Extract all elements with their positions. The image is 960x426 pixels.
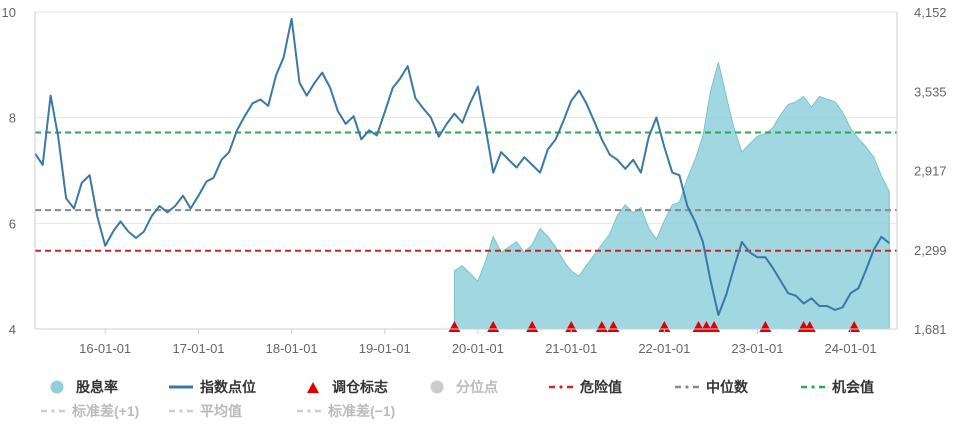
legend-item-a5[interactable]: 中位数 (674, 377, 800, 397)
legend-item-a0[interactable]: 股息率 (44, 377, 168, 397)
legend-item-a1[interactable]: 指数点位 (168, 377, 300, 397)
legend-label: 股息率 (76, 379, 118, 395)
legend-item-b1[interactable]: 平均值 (168, 401, 296, 421)
legend-item-b0[interactable]: 标准差(+1) (40, 401, 168, 421)
index-level-line (34, 17, 890, 316)
dividend-yield-area-path (453, 62, 890, 330)
x-tick-label-8: 24-01-01 (825, 341, 877, 356)
x-tick-label-3: 19-01-01 (359, 341, 411, 356)
legend-circle-icon (424, 380, 450, 394)
legend-circle-icon (44, 380, 70, 394)
legend-label: 危险值 (580, 379, 622, 395)
legend-triangle-icon (300, 380, 326, 394)
left-y-axis-ticks: 4 6 8 10 (2, 5, 16, 337)
left-tick-3: 10 (2, 5, 16, 20)
right-tick-0: 1,681 (914, 322, 947, 337)
legend-dash-icon (40, 404, 66, 418)
x-tick-label-6: 22-01-01 (638, 341, 690, 356)
legend-dash-icon (296, 404, 322, 418)
x-tick-label-4: 20-01-01 (452, 341, 504, 356)
legend-dash-icon (168, 404, 194, 418)
x-axis-ticks: 16-01-01 17-01-01 18-01-01 19-01-01 20-01-01… (79, 329, 877, 356)
left-tick-1: 6 (9, 216, 16, 231)
x-tick-label-5: 21-01-01 (545, 341, 597, 356)
legend-label: 调仓标志 (332, 379, 388, 395)
right-y-axis-ticks: 1,681 2,299 2,917 3,535 4,152 (914, 5, 947, 337)
dividend-yield-area (453, 62, 890, 330)
right-tick-2: 2,917 (914, 164, 947, 179)
legend-row-1: 股息率 指数点位 调仓标志 分位点 危险值 中位数 机会值 (44, 376, 900, 398)
legend: 股息率 指数点位 调仓标志 分位点 危险值 中位数 机会值 标准差(+1) 平均值 标准差(−1… (0, 372, 960, 426)
legend-dash-icon (674, 380, 700, 394)
legend-item-a3[interactable]: 分位点 (424, 377, 548, 397)
legend-label: 标准差(+1) (72, 403, 140, 419)
x-tick-label-7: 23-01-01 (731, 341, 783, 356)
x-tick-label-0: 16-01-01 (79, 341, 131, 356)
x-tick-label-2: 18-01-01 (266, 341, 318, 356)
legend-item-a2[interactable]: 调仓标志 (300, 377, 424, 397)
legend-item-b2[interactable]: 标准差(−1) (296, 401, 416, 421)
legend-label: 中位数 (706, 379, 748, 395)
x-tick-label-1: 17-01-01 (172, 341, 224, 356)
legend-label: 标准差(−1) (328, 403, 396, 419)
right-tick-1: 2,299 (914, 243, 947, 258)
legend-line-icon (168, 380, 194, 394)
legend-row-2: 标准差(+1) 平均值 标准差(−1) (40, 400, 416, 422)
dividend-yield-chart: 4 6 8 10 1,681 2,299 2,917 3,535 4,152 16-01-01… (2, 5, 947, 356)
left-tick-0: 4 (9, 322, 16, 337)
right-tick-4: 4,152 (914, 5, 947, 20)
left-tick-2: 8 (9, 111, 16, 126)
axes (34, 12, 898, 330)
legend-dash-icon (548, 380, 574, 394)
reference-lines (35, 131, 897, 252)
legend-label: 机会值 (832, 379, 874, 395)
legend-label: 指数点位 (200, 379, 256, 395)
legend-item-a4[interactable]: 危险值 (548, 377, 674, 397)
legend-label: 分位点 (456, 379, 498, 395)
legend-dash-icon (800, 380, 826, 394)
right-tick-3: 3,535 (914, 84, 947, 99)
legend-label: 平均值 (200, 403, 242, 419)
legend-item-a6[interactable]: 机会值 (800, 377, 900, 397)
